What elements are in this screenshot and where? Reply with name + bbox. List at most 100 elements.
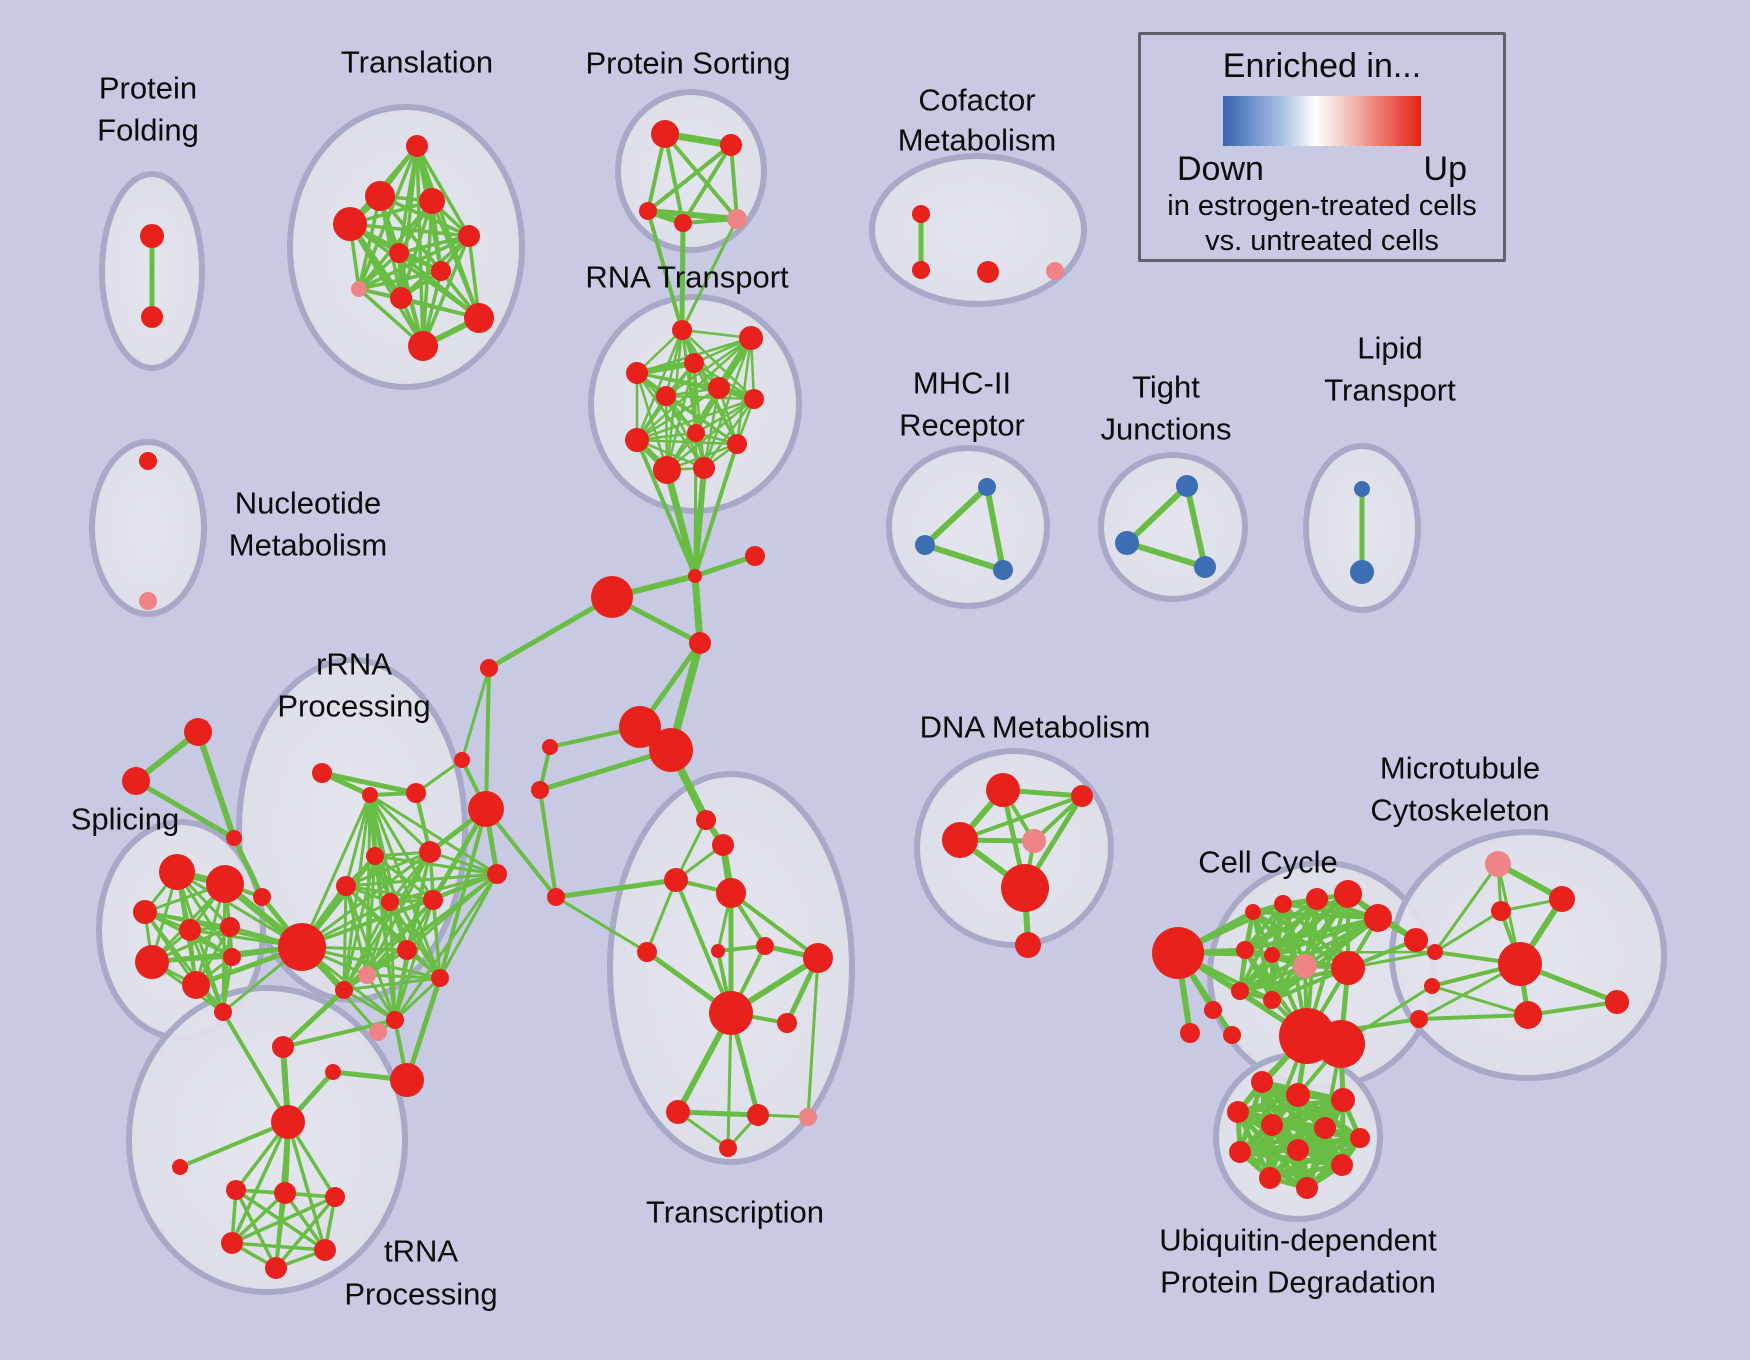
node-cf2[interactable] [912,261,930,279]
node-cc10[interactable] [1331,951,1365,985]
node-pf2[interactable] [141,306,163,328]
node-sp1[interactable] [159,854,195,890]
node-tl10[interactable] [464,303,494,333]
node-sp3[interactable] [133,900,157,924]
node-t19[interactable] [799,1108,817,1126]
node-trL[interactable] [172,1159,188,1175]
node-u4[interactable] [1227,1101,1249,1123]
node-cf4[interactable] [1046,262,1064,280]
node-th6[interactable] [265,1257,287,1279]
node-trh[interactable] [271,1105,305,1139]
node-t6[interactable] [716,878,746,908]
node-cc1[interactable] [1245,904,1261,920]
node-rt6[interactable] [656,386,676,406]
node-u7[interactable] [1350,1128,1370,1148]
node-tl1[interactable] [406,135,428,157]
node-tl4[interactable] [419,188,445,214]
node-cn2[interactable] [1424,978,1440,994]
node-d2[interactable] [1071,785,1093,807]
node-rt7[interactable] [744,389,764,409]
node-lp1[interactable] [1354,481,1370,497]
node-th2[interactable] [274,1182,296,1204]
node-cc17[interactable] [1180,1023,1200,1043]
node-r2[interactable] [362,787,378,803]
node-st3[interactable] [226,830,242,846]
node-cc6[interactable] [1404,928,1428,952]
node-t5[interactable] [664,868,688,892]
node-t13[interactable] [709,991,753,1035]
node-t18[interactable] [747,1104,769,1126]
node-r13[interactable] [386,1011,404,1029]
node-cc15[interactable] [1223,1026,1241,1044]
node-t15[interactable] [777,1013,797,1033]
node-rp2[interactable] [369,1023,387,1041]
node-t8[interactable] [531,781,549,799]
node-th3[interactable] [325,1187,345,1207]
node-rb1[interactable] [390,1063,424,1097]
node-d1[interactable] [986,773,1020,807]
node-nm1[interactable] [139,452,157,470]
node-tl9[interactable] [390,287,412,309]
node-sp9[interactable] [214,1003,232,1021]
node-t9[interactable] [547,888,565,906]
node-r12[interactable] [335,981,353,999]
node-mt2[interactable] [1549,886,1575,912]
node-th4[interactable] [221,1232,243,1254]
node-rt12[interactable] [693,457,715,479]
node-sp8[interactable] [223,948,241,966]
node-t12[interactable] [637,942,657,962]
node-rt2[interactable] [739,326,763,350]
node-r10[interactable] [358,966,376,984]
node-r5[interactable] [419,841,441,863]
node-u3[interactable] [1331,1088,1355,1112]
node-r6[interactable] [336,876,356,896]
node-r18[interactable] [480,659,498,677]
node-d3[interactable] [942,822,978,858]
node-cc2[interactable] [1274,895,1292,913]
node-r4[interactable] [366,847,384,865]
node-mid1[interactable] [272,1036,294,1058]
node-cn3[interactable] [1410,1010,1428,1028]
node-cc8[interactable] [1264,947,1280,963]
node-j1[interactable] [688,569,702,583]
node-r17[interactable] [487,864,507,884]
node-rt1[interactable] [672,320,692,340]
node-tl8[interactable] [351,281,367,297]
node-th5[interactable] [314,1239,336,1261]
node-mt3[interactable] [1491,901,1511,921]
node-r16[interactable] [454,752,470,768]
node-rt3[interactable] [626,362,648,384]
node-cc7[interactable] [1236,941,1254,959]
node-cf3[interactable] [977,261,999,283]
node-st2[interactable] [122,767,150,795]
node-r1[interactable] [312,763,332,783]
node-u11[interactable] [1259,1167,1281,1189]
node-pf1[interactable] [140,224,164,248]
node-nm2[interactable] [139,592,157,610]
node-sp6[interactable] [135,945,169,979]
node-u12[interactable] [1296,1177,1318,1199]
node-sp2[interactable] [206,865,244,903]
node-sp7[interactable] [182,971,210,999]
node-cf1[interactable] [912,205,930,223]
node-t17[interactable] [666,1100,690,1124]
node-j2[interactable] [745,546,765,566]
node-ps3[interactable] [639,202,657,220]
node-ps5[interactable] [727,209,747,229]
node-tj2[interactable] [1115,531,1139,555]
node-d5[interactable] [1001,864,1049,912]
node-cc9[interactable] [1293,954,1317,978]
node-st1[interactable] [184,718,212,746]
node-t11[interactable] [711,944,725,958]
node-tj1[interactable] [1176,475,1198,497]
node-ps1[interactable] [651,120,679,148]
node-t1[interactable] [619,706,661,748]
node-t7[interactable] [542,739,558,755]
node-cn1[interactable] [1427,944,1443,960]
node-t14[interactable] [803,943,833,973]
node-rN[interactable] [253,888,271,906]
node-th1[interactable] [226,1180,246,1200]
node-j3[interactable] [591,576,633,618]
node-ps2[interactable] [720,134,742,156]
node-rt5[interactable] [708,377,730,399]
